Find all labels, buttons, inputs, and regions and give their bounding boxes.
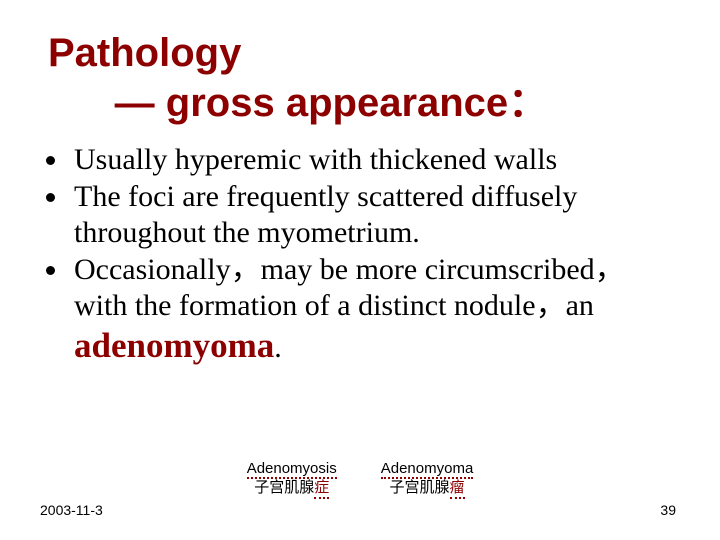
term-left-cjk-suffix: 症: [314, 479, 329, 498]
bullet-item: Usually hyperemic with thickened walls: [70, 142, 672, 179]
bullet-item: Occasionally，may be more circumscribed，w…: [70, 252, 672, 368]
term-comparison: Adenomyosis 子宫肌腺症 Adenomyoma 子宫肌腺瘤: [0, 460, 720, 499]
title-line-1: Pathology: [48, 28, 672, 78]
term-left-cjk-prefix: 子宫肌腺: [254, 479, 314, 496]
term-right: Adenomyoma 子宫肌腺瘤: [381, 460, 474, 499]
term-right-latin: Adenomyoma: [381, 460, 474, 479]
term-right-cjk-prefix: 子宫肌腺: [390, 479, 450, 496]
bullet-text: The foci are frequently scattered diffus…: [74, 180, 577, 250]
bullet-text: Usually hyperemic with thickened walls: [74, 143, 557, 176]
term-right-cjk-suffix: 瘤: [450, 479, 465, 498]
title-line-2: — gross appearance：: [48, 78, 672, 128]
bullet-text: Occasionally，may be more circumscribed，w…: [74, 253, 625, 364]
slide-title: Pathology — gross appearance：: [48, 28, 672, 128]
bullet-list: Usually hyperemic with thickened walls T…: [48, 142, 672, 368]
bullet-item: The foci are frequently scattered diffus…: [70, 179, 672, 252]
footer-date: 2003-11-3: [40, 502, 103, 518]
term-left-cjk: 子宫肌腺症: [254, 479, 329, 496]
term-left-latin: Adenomyosis: [247, 460, 337, 479]
footer-page-number: 39: [660, 502, 676, 518]
slide-container: Pathology — gross appearance： Usually hy…: [0, 0, 720, 540]
term-left: Adenomyosis 子宫肌腺症: [247, 460, 337, 499]
term-right-cjk: 子宫肌腺瘤: [390, 479, 465, 496]
